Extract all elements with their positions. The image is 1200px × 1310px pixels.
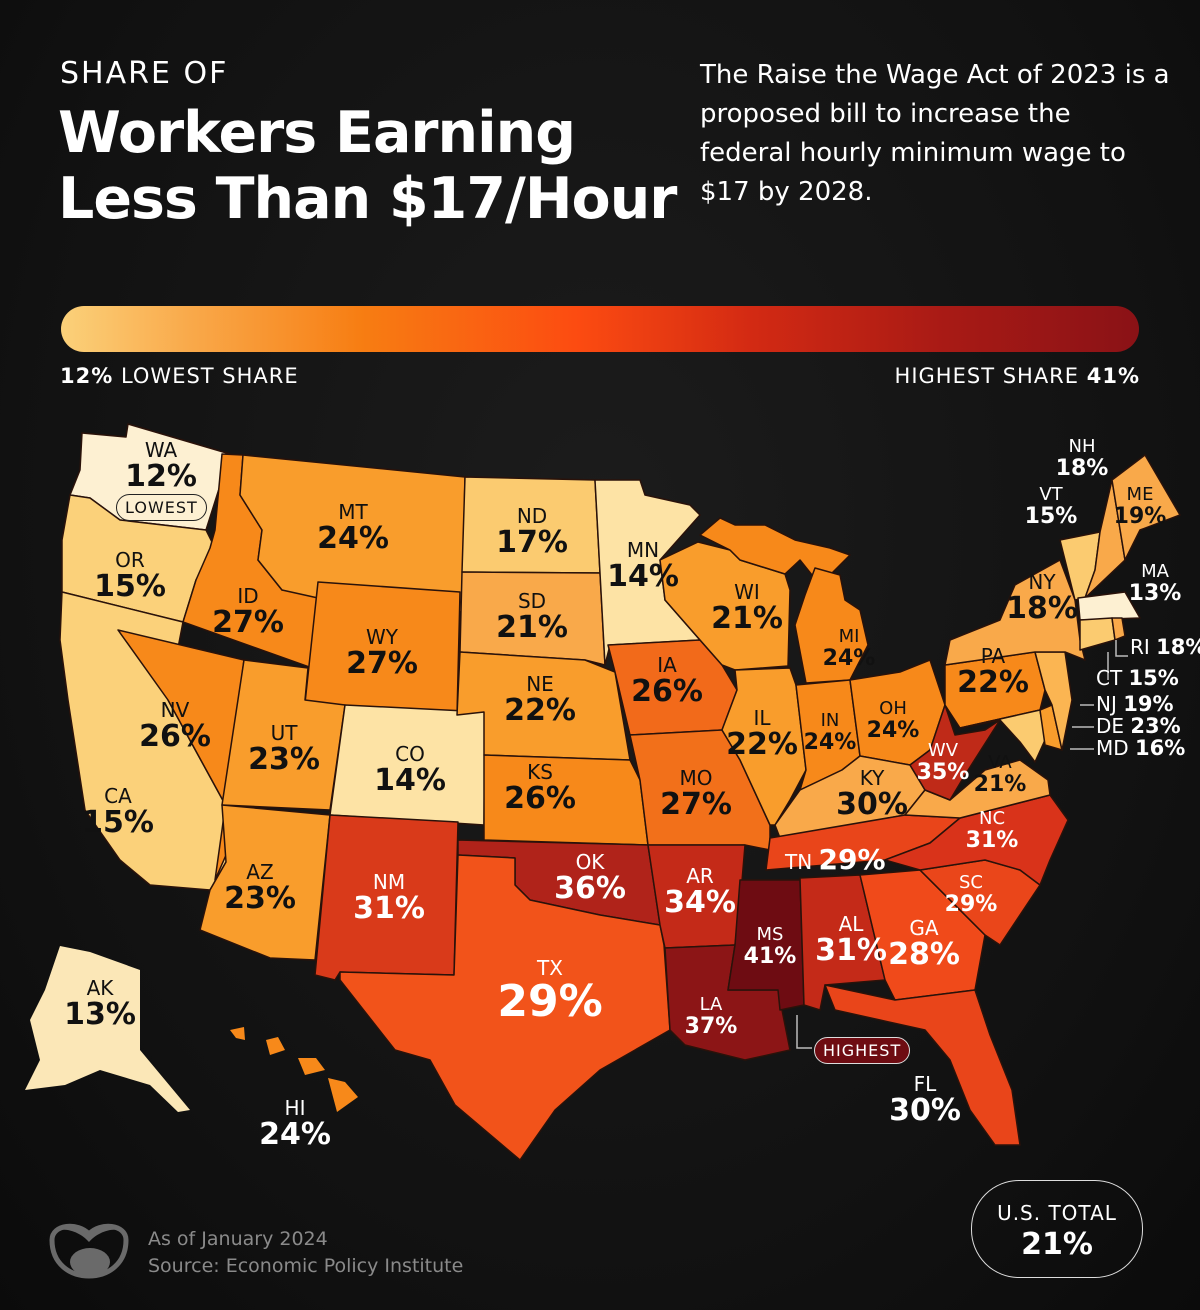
label-FL: FL 30% (889, 1072, 961, 1128)
state-CT (1079, 617, 1116, 651)
label-ND: ND 17% (496, 504, 568, 560)
label-NE: NE 22% (504, 672, 576, 728)
label-AZ: AZ 23% (224, 860, 296, 916)
label-OH: OH 24% (866, 698, 920, 743)
state-HI-2 (266, 1037, 285, 1055)
scale-low-value: 12% (60, 364, 114, 388)
label-CA: CA 15% (82, 784, 154, 840)
label-UT: UT 23% (248, 721, 320, 777)
state-HI-1 (230, 1027, 245, 1040)
label-MI: MI 24% (822, 626, 876, 671)
intro-text: The Raise the Wage Act of 2023 is a prop… (700, 60, 1170, 207)
label-LA: LA 37% (684, 994, 738, 1039)
label-ID: ID 27% (212, 584, 284, 640)
label-DE: DE 23% (1096, 714, 1181, 738)
label-SD: SD 21% (496, 589, 568, 645)
lowest-callout: LOWEST (116, 494, 207, 521)
state-TX (339, 854, 671, 1161)
label-WI: WI 21% (711, 580, 783, 636)
label-NH: NH 18% (1055, 436, 1109, 481)
label-CT: CT 15% (1096, 666, 1179, 690)
label-KY: KY 30% (836, 766, 908, 822)
label-OK: OK 36% (554, 850, 626, 906)
label-GA: GA 28% (888, 916, 960, 972)
state-MI-lower (794, 567, 869, 684)
label-PA: PA 22% (957, 644, 1029, 700)
state-WI (659, 541, 791, 671)
title-line-1: Workers Earning (58, 100, 576, 166)
label-NC: NC 31% (965, 808, 1019, 853)
label-OR: OR 15% (94, 548, 166, 604)
label-TX: TX 29% (497, 956, 603, 1027)
label-KS: KS 26% (504, 760, 576, 816)
state-MA (1077, 591, 1141, 621)
us-total-badge: U.S. TOTAL 21% (971, 1180, 1143, 1278)
label-WA: WA 12% (125, 438, 197, 494)
state-HI-4 (328, 1078, 358, 1112)
state-NH (1084, 479, 1126, 599)
scale-low-text: LOWEST SHARE (120, 364, 299, 388)
label-VA: VA 21% (973, 752, 1027, 797)
label-AL: AL 31% (815, 912, 887, 968)
label-MA: MA 13% (1128, 561, 1182, 606)
state-FL (824, 984, 1021, 1146)
label-MO: MO 27% (660, 766, 732, 822)
state-RI (1111, 617, 1126, 641)
state-ME (1111, 454, 1181, 561)
label-MS: MS 41% (743, 924, 797, 969)
state-MI (699, 517, 851, 586)
state-HI-3 (298, 1058, 325, 1075)
scale-high-value: 41% (1086, 364, 1140, 388)
scale-high-text: HIGHEST SHARE (894, 364, 1080, 388)
label-IA: IA 26% (631, 653, 703, 709)
label-ME: ME 19% (1113, 484, 1167, 529)
scale-high-label: HIGHEST SHARE 41% (895, 364, 1140, 388)
label-VT: VT 15% (1024, 484, 1078, 529)
label-HI: HI 24% (259, 1096, 331, 1152)
label-MD: MD 16% (1096, 736, 1186, 760)
page-title: Workers Earning Less Than $17/Hour (58, 100, 677, 232)
highest-callout: HIGHEST (814, 1037, 911, 1064)
label-RI: RI 18% (1130, 635, 1200, 659)
as-of-date: As of January 2024 (148, 1228, 328, 1250)
label-IL: IL 22% (726, 706, 798, 762)
label-NM: NM 31% (353, 870, 425, 926)
label-AK: AK 13% (64, 976, 136, 1032)
state-AK (25, 946, 190, 1112)
label-WY: WY 27% (346, 625, 418, 681)
label-NY: NY 18% (1006, 570, 1078, 626)
label-MN: MN 14% (607, 538, 679, 594)
label-TN: TN 29% (785, 843, 886, 876)
state-SD (459, 571, 606, 666)
source-credit: Source: Economic Policy Institute (148, 1255, 464, 1277)
us-total-label: U.S. TOTAL (997, 1201, 1117, 1225)
label-SC: SC 29% (944, 872, 998, 917)
label-MT: MT 24% (317, 500, 389, 556)
label-NJ: NJ 19% (1096, 692, 1174, 716)
label-NV: NV 26% (139, 698, 211, 754)
label-AR: AR 34% (664, 864, 736, 920)
label-WV: WV 35% (916, 740, 970, 785)
label-CO: CO 14% (374, 742, 446, 798)
us-total-value: 21% (1021, 1227, 1093, 1262)
title-line-2: Less Than $17/Hour (58, 166, 677, 232)
footer-notes: As of January 2024 Source: Economic Poli… (148, 1226, 463, 1280)
scale-low-label: 12% LOWEST SHARE (60, 364, 299, 388)
leader-lines (796, 640, 1128, 1049)
title-kicker: SHARE OF (60, 56, 229, 91)
label-IN: IN 24% (803, 710, 857, 755)
color-scale-bar (61, 306, 1139, 352)
state-WV (909, 704, 1001, 801)
brand-logo-icon (49, 1223, 129, 1279)
